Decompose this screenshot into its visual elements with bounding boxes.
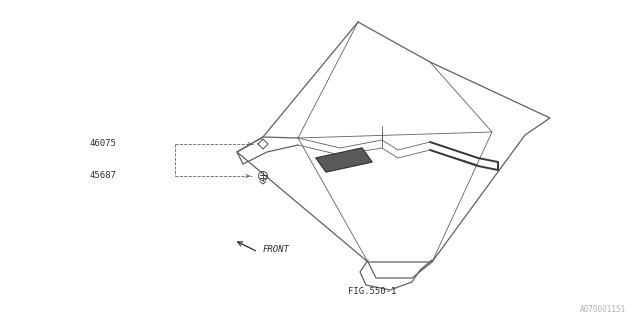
Text: 46075: 46075 [90, 140, 117, 148]
Text: FIG.550-1: FIG.550-1 [348, 287, 396, 297]
Text: A070001151: A070001151 [580, 305, 626, 314]
Polygon shape [316, 148, 372, 172]
Text: FRONT: FRONT [263, 244, 290, 253]
Text: 45687: 45687 [90, 172, 117, 180]
